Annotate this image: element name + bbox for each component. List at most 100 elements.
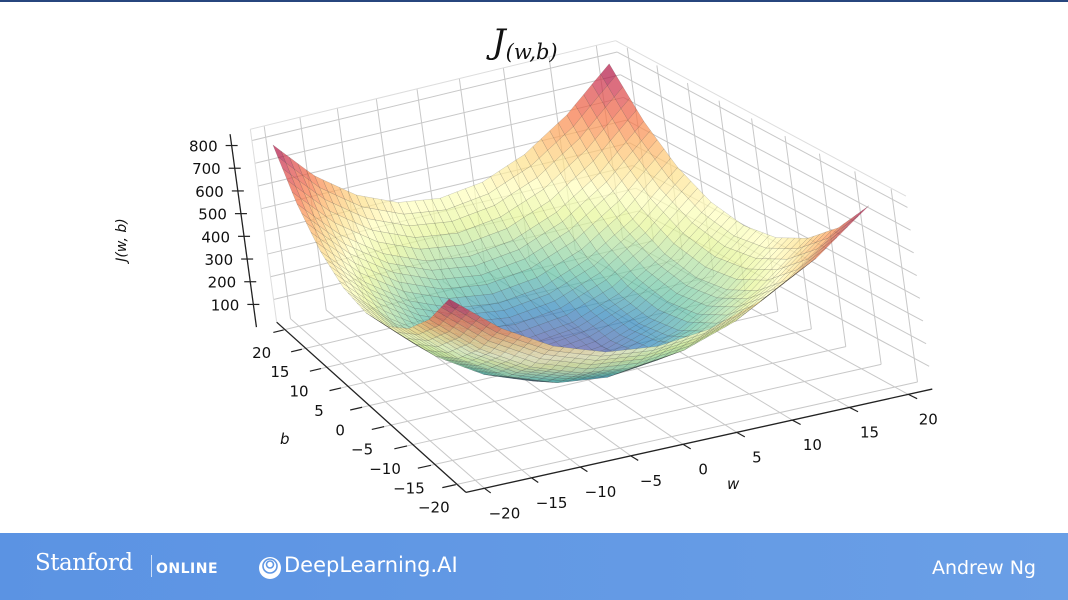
surface-patch xyxy=(851,205,870,221)
w-tick-label: −20 xyxy=(489,504,521,522)
back-wall-gridline-z xyxy=(257,96,624,187)
surface-patch xyxy=(687,313,705,323)
surface-patch xyxy=(451,217,467,234)
surface-patch xyxy=(720,248,738,262)
side-wall-gridline-z xyxy=(626,119,918,276)
online-label: ONLINE xyxy=(156,561,219,577)
side-wall-gridline-z xyxy=(616,51,908,208)
surface-patch xyxy=(479,304,496,313)
surface-patch xyxy=(456,188,472,204)
surface-patch xyxy=(746,230,764,244)
z-tick-label: 500 xyxy=(198,206,227,224)
surface-patch xyxy=(522,378,538,382)
b-tick-label: 5 xyxy=(314,402,324,420)
surface-patch xyxy=(444,298,460,310)
surface-patch xyxy=(546,369,562,373)
box-edge xyxy=(615,40,907,197)
surface-patch xyxy=(428,247,444,261)
side-wall-gridline-b xyxy=(818,153,847,347)
surface-patch xyxy=(557,379,573,383)
w-axis-label: w xyxy=(727,475,740,493)
surface-patch xyxy=(612,369,628,376)
side-wall-gridline-z xyxy=(620,74,911,231)
surface-patch xyxy=(675,308,692,320)
surface-patch xyxy=(576,371,593,376)
surface-patch xyxy=(566,371,583,376)
surface-patch xyxy=(581,372,598,377)
surface-patch xyxy=(673,335,690,344)
surface-patch xyxy=(555,360,572,367)
surface-patch xyxy=(535,232,552,249)
surface-patch xyxy=(701,269,719,283)
surface-patch xyxy=(322,222,337,239)
surface-patch xyxy=(574,231,591,250)
w-tick-label: 5 xyxy=(752,448,762,466)
surface-patch xyxy=(359,233,375,251)
surface-patch xyxy=(746,299,764,310)
surface-patch xyxy=(632,362,648,369)
surface-patch xyxy=(572,373,588,378)
surface-patch xyxy=(420,248,436,262)
surface-patch xyxy=(485,311,501,320)
title-subscript: (w,b) xyxy=(505,40,558,64)
surface-patch xyxy=(568,326,585,336)
surface-patch xyxy=(398,281,414,294)
surface-patch xyxy=(454,203,470,219)
b-tick xyxy=(329,387,342,392)
surface-patch xyxy=(597,181,614,200)
surface-patch xyxy=(696,305,714,315)
surface-patch xyxy=(436,278,452,290)
surface-patch xyxy=(799,258,817,272)
surface-patch xyxy=(510,365,527,371)
surface-patch xyxy=(280,150,295,170)
z-tick-label: 800 xyxy=(189,138,218,156)
surface-patch xyxy=(319,238,334,255)
surface-patch xyxy=(540,371,558,375)
surface-patch xyxy=(527,338,544,347)
surface-patch xyxy=(550,372,567,376)
back-wall-gridline-w xyxy=(263,125,292,319)
surface-patch xyxy=(707,206,725,223)
surface-patch xyxy=(726,304,744,316)
w-tick-label: −5 xyxy=(640,472,662,490)
surface-patch xyxy=(620,303,637,315)
surface-patch xyxy=(561,373,578,378)
surface-patch xyxy=(322,179,337,196)
surface-patch xyxy=(503,274,520,288)
surface-patch xyxy=(597,369,613,374)
surface-patch xyxy=(544,359,561,366)
b-tick-label: −10 xyxy=(369,460,401,478)
surface-patch xyxy=(382,253,398,265)
b-axis-line xyxy=(276,321,467,493)
surface-patch xyxy=(585,341,602,350)
back-wall-gridline-z xyxy=(254,74,621,164)
b-tick-label: 0 xyxy=(335,421,345,439)
b-tick-label: −5 xyxy=(351,441,373,459)
floor-gridline-b xyxy=(430,363,882,466)
surface-patch xyxy=(795,250,812,264)
surface-patch xyxy=(512,339,529,348)
surface-patch xyxy=(617,368,633,375)
footer-bar: Stanford ONLINE DeepLearning.AI Andrew N… xyxy=(0,533,1068,600)
side-wall-gridline-b xyxy=(854,171,882,365)
surface-patch xyxy=(539,354,556,361)
surface-patch xyxy=(306,222,320,239)
deeplearning-logo-icon xyxy=(259,557,281,579)
surface-patch xyxy=(596,309,613,321)
cost-surface xyxy=(272,63,870,383)
surface-patch xyxy=(532,314,549,326)
surface-patch xyxy=(372,285,388,298)
surface-patch xyxy=(801,248,818,262)
surface-patch xyxy=(532,380,548,383)
surface-patch xyxy=(579,336,597,346)
w-tick xyxy=(908,393,918,400)
box-edge xyxy=(249,129,278,323)
surface-patch xyxy=(411,247,427,262)
surface-patch xyxy=(551,377,568,382)
w-tick xyxy=(484,487,492,494)
surface-patch xyxy=(620,348,638,355)
surface-patch xyxy=(592,371,608,375)
stanford-logo: Stanford xyxy=(35,550,133,576)
surface-patch xyxy=(465,226,482,242)
surface-patch xyxy=(793,244,810,258)
